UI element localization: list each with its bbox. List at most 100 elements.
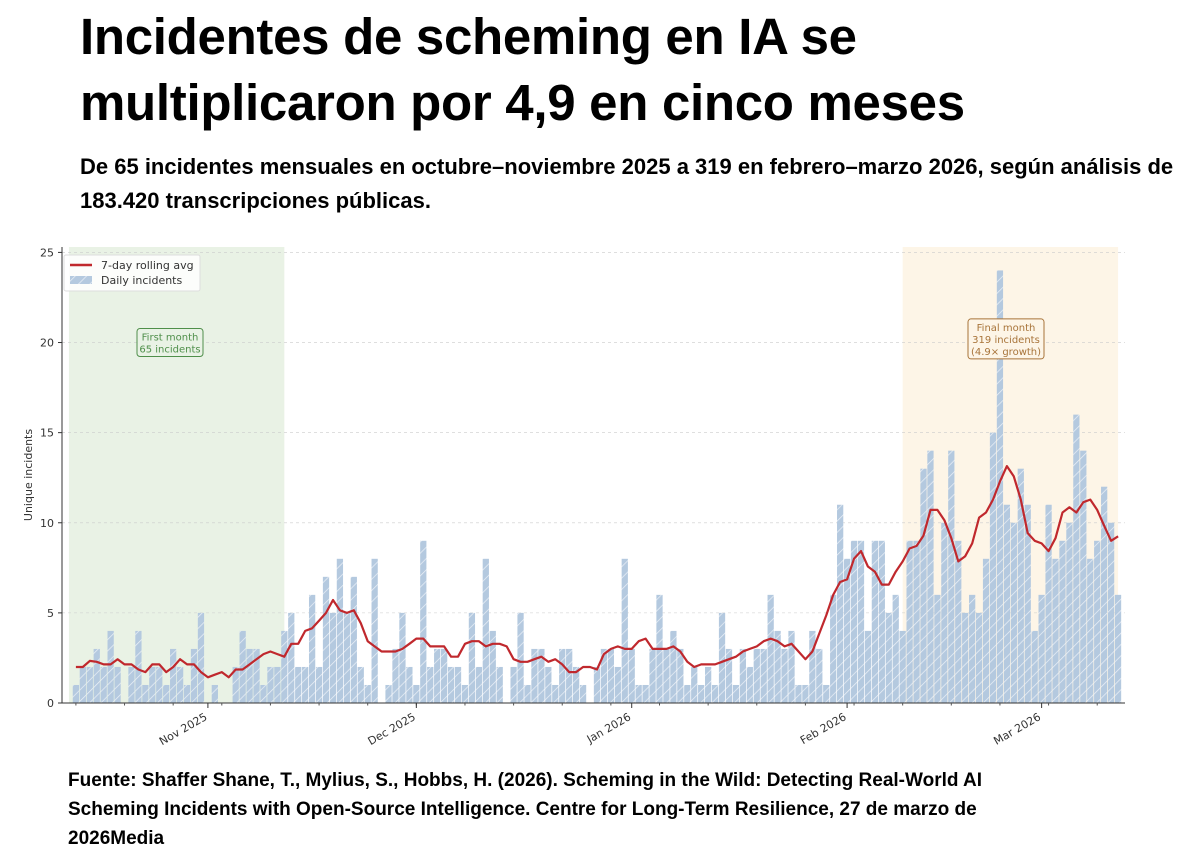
annotation-text: (4.9× growth) xyxy=(971,347,1041,358)
bar-daily-incidents xyxy=(1017,468,1024,703)
bar-daily-incidents xyxy=(496,666,503,703)
bar-daily-incidents xyxy=(732,684,740,703)
bar-daily-incidents xyxy=(253,648,260,703)
bar-daily-incidents xyxy=(1052,558,1059,703)
annotation-text: Final month xyxy=(977,323,1036,334)
bar-daily-incidents xyxy=(635,684,642,703)
bar-daily-incidents xyxy=(628,648,635,703)
y-tick-label: 10 xyxy=(40,517,54,530)
bar-daily-incidents xyxy=(982,558,990,703)
bar-daily-incidents xyxy=(482,558,489,703)
bar-daily-incidents xyxy=(135,630,142,703)
bar-daily-incidents xyxy=(850,540,858,703)
bar-daily-incidents xyxy=(1080,450,1087,703)
rolling-average-line xyxy=(75,465,1119,679)
bar-daily-incidents xyxy=(843,558,851,703)
bar-daily-incidents xyxy=(1101,486,1108,703)
bar-daily-incidents xyxy=(934,594,941,703)
bar-daily-incidents xyxy=(975,612,983,703)
bar-daily-incidents xyxy=(1114,594,1122,703)
bar-daily-incidents xyxy=(538,648,545,703)
shaded-region-0 xyxy=(68,247,285,703)
bar-daily-incidents xyxy=(149,666,156,703)
annotation-box-0 xyxy=(136,328,204,358)
x-tick-label: Nov 2025 xyxy=(157,710,209,748)
y-tick-label: 5 xyxy=(47,607,54,620)
bar-daily-incidents xyxy=(899,630,906,703)
bar-daily-incidents xyxy=(427,666,434,703)
bar-daily-incidents xyxy=(621,558,628,703)
bar-daily-incidents xyxy=(183,684,191,703)
legend-bar-swatch xyxy=(70,276,92,284)
bar-daily-incidents xyxy=(885,612,892,703)
bar-daily-incidents xyxy=(955,540,962,703)
bar-daily-incidents xyxy=(308,594,316,703)
y-tick-label: 0 xyxy=(47,697,54,710)
annotation-text: 319 incidents xyxy=(972,335,1040,346)
bar-daily-incidents xyxy=(1073,414,1080,703)
bar-daily-incidents xyxy=(830,594,837,703)
bar-daily-incidents xyxy=(475,666,482,703)
legend: 7-day rolling avg Daily incidents xyxy=(63,254,201,292)
bar-daily-incidents xyxy=(573,666,580,703)
bar-daily-incidents xyxy=(315,666,323,703)
bar-daily-incidents xyxy=(753,648,760,703)
x-tick-label: Dec 2025 xyxy=(366,710,418,748)
bar-daily-incidents xyxy=(295,666,302,703)
legend-label-daily: Daily incidents xyxy=(101,274,182,287)
bar-daily-incidents xyxy=(524,684,531,703)
bar-daily-incidents xyxy=(128,666,135,703)
bar-daily-incidents xyxy=(739,648,747,703)
bar-daily-incidents xyxy=(989,432,997,703)
page-subtitle: De 65 incidentes mensuales en octubre–no… xyxy=(80,154,1174,213)
bar-daily-incidents xyxy=(1003,504,1011,703)
bar-daily-incidents xyxy=(607,648,614,703)
bar-daily-incidents xyxy=(802,684,809,703)
page-title: Incidentes de scheming en IA se multipli… xyxy=(80,8,965,131)
bar-daily-incidents xyxy=(698,684,705,703)
bar-daily-incidents xyxy=(406,666,413,703)
bar-daily-incidents xyxy=(816,648,823,703)
bar-daily-incidents xyxy=(1059,540,1066,703)
bar-daily-incidents xyxy=(684,684,691,703)
bar-daily-incidents xyxy=(176,666,184,703)
bar-daily-incidents xyxy=(107,630,114,703)
bar-daily-incidents xyxy=(385,684,392,703)
bar-daily-incidents xyxy=(545,666,552,703)
bar-daily-incidents xyxy=(260,684,267,703)
bar-daily-incidents xyxy=(857,540,865,703)
bar-daily-incidents xyxy=(670,630,677,703)
bar-daily-incidents xyxy=(663,648,670,703)
bar-daily-incidents xyxy=(322,576,330,703)
bar-daily-incidents xyxy=(1031,630,1038,703)
bar-daily-incidents xyxy=(725,648,733,703)
bar-daily-incidents xyxy=(461,684,469,703)
bar-daily-incidents xyxy=(913,540,920,703)
bar-daily-incidents xyxy=(197,612,205,703)
bar-daily-incidents xyxy=(468,612,476,703)
bar-daily-incidents xyxy=(517,612,524,703)
bar-daily-incidents xyxy=(142,684,149,703)
bar-daily-incidents xyxy=(510,666,517,703)
annotation-text: First month xyxy=(142,333,199,344)
bar-daily-incidents xyxy=(996,270,1004,703)
bar-daily-incidents xyxy=(489,630,496,703)
bar-daily-incidents xyxy=(357,666,364,703)
bar-daily-incidents xyxy=(1066,522,1073,703)
bar-daily-incidents xyxy=(837,504,844,703)
bar-daily-incidents xyxy=(593,666,601,703)
bar-daily-incidents xyxy=(163,684,170,703)
bar-daily-incidents xyxy=(302,666,309,703)
y-tick-label: 15 xyxy=(40,427,54,440)
bar-daily-incidents xyxy=(1010,522,1017,703)
bar-daily-incidents xyxy=(434,648,441,703)
bar-daily-incidents xyxy=(878,540,885,703)
legend-label-rolling: 7-day rolling avg xyxy=(101,259,194,272)
bar-daily-incidents xyxy=(1045,504,1052,703)
bar-daily-incidents xyxy=(760,648,767,703)
y-tick-label: 25 xyxy=(40,246,54,259)
bar-daily-incidents xyxy=(274,666,281,703)
bar-daily-incidents xyxy=(600,648,608,703)
bar-daily-incidents xyxy=(1038,594,1045,703)
y-tick-label: 20 xyxy=(40,337,54,350)
